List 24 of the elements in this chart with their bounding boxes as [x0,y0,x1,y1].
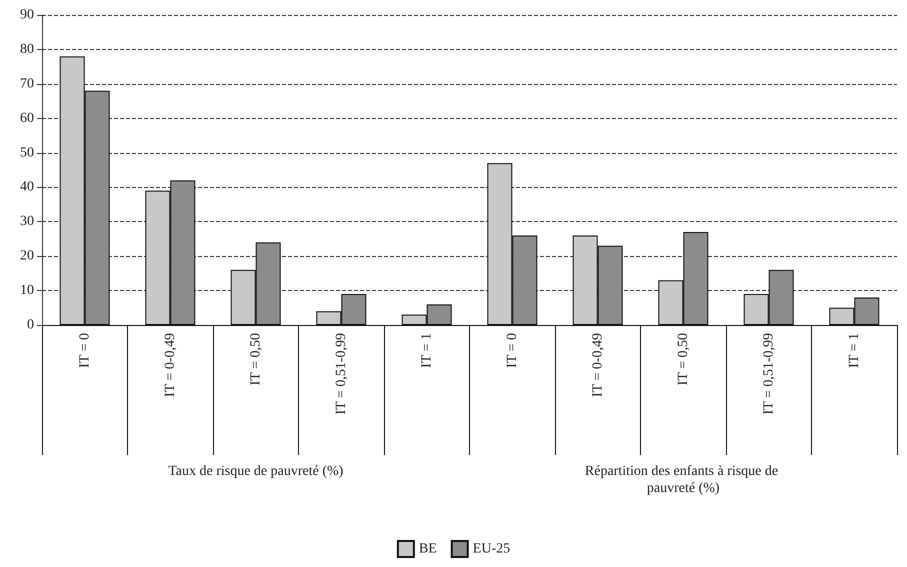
text: Taux de risque de pauvreté (%) [168,464,344,479]
y-tick-label: 0 [27,318,34,332]
x-tick-label: IT = 0,51-0,99 [334,333,349,415]
y-tick-label: 60 [20,110,34,126]
x-tick-label: IT = 0,51-0,99 [761,333,776,415]
y-tick-label: 10 [20,283,34,298]
legend-label: BE [418,542,437,556]
text: Répartition des enfants à risque de pauvreté (%) [584,464,782,496]
x-tick-label: IT = 0-0,49 [162,333,178,398]
y-tick-label: 90 [20,8,34,22]
x-tick-label: IT = 0,50 [676,333,691,386]
y-tick-label: 50 [20,145,34,160]
y-tick-label: 40 [20,180,34,195]
x-tick-label: IT = 0 [504,333,520,368]
y-tick-label: 20 [20,248,34,264]
x-tick-label: IT = 1 [846,333,862,368]
x-tick-label: IT = 0-0,49 [590,333,606,398]
x-tick-label: IT = 0 [77,333,92,368]
legend-label: EU-25 [472,542,510,556]
x-tick-label: IT = 0,50 [248,333,264,386]
y-tick-label: 70 [20,76,34,92]
y-tick-label: 30 [20,214,34,230]
y-tick-label: 80 [20,42,34,57]
x-tick-label: IT = 1 [419,333,434,368]
